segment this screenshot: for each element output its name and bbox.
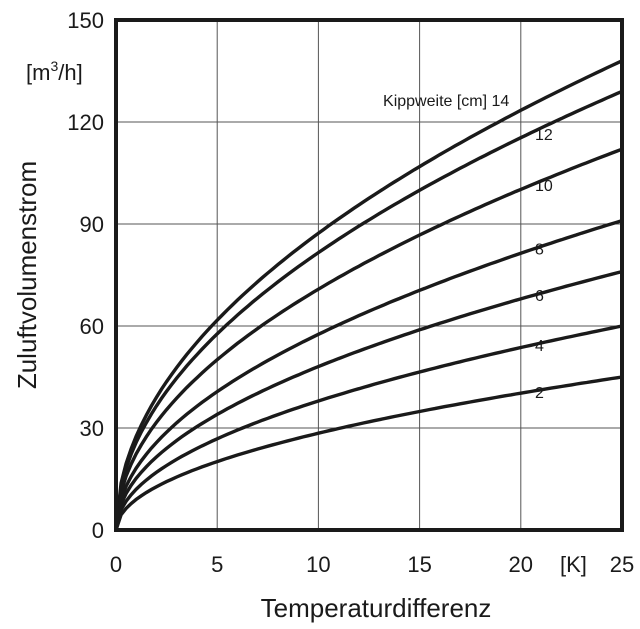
series-curves	[114, 59, 623, 531]
series-line-4	[114, 324, 623, 531]
series-label-12: 12	[535, 127, 553, 144]
series-label-4: 4	[535, 338, 544, 355]
x-tick-label: 5	[211, 552, 223, 577]
x-tick-label: 15	[407, 552, 431, 577]
y-tick-label: 120	[67, 110, 104, 135]
x-unit-label: [K]	[560, 552, 587, 577]
y-tick-label: 150	[67, 8, 104, 33]
x-tick-label: 25	[610, 552, 634, 577]
series-line-2	[114, 375, 623, 531]
y-tick-label: 60	[80, 314, 104, 339]
series-label-2: 2	[535, 385, 544, 402]
series-line-10	[114, 147, 623, 531]
x-tick-label: 20	[509, 552, 533, 577]
x-axis-title: Temperaturdifferenz	[261, 593, 492, 623]
series-line-12	[114, 89, 623, 531]
series-line-8	[114, 218, 623, 531]
series-line-6	[114, 269, 623, 531]
series-label-8: 8	[535, 241, 544, 258]
series-line-14	[114, 59, 623, 531]
series-label-10: 10	[535, 178, 553, 195]
tick-labels: 0 30 60 90 120 150 0 5 10 15 20 25	[67, 8, 634, 577]
plot-frame	[114, 18, 624, 532]
grid	[116, 20, 622, 530]
series-label-6: 6	[535, 288, 544, 305]
y-unit-label: [m3/h]	[26, 58, 83, 85]
y-tick-label: 90	[80, 212, 104, 237]
y-axis-title: Zuluftvolumenstrom	[12, 161, 42, 389]
y-tick-label: 30	[80, 416, 104, 441]
x-tick-label: 10	[306, 552, 330, 577]
x-tick-label: 0	[110, 552, 122, 577]
series-labels: Kippweite [cm] 14 12 10 8 6 4 2	[383, 93, 553, 402]
y-tick-label: 0	[92, 518, 104, 543]
series-label-14: Kippweite [cm] 14	[383, 93, 509, 110]
